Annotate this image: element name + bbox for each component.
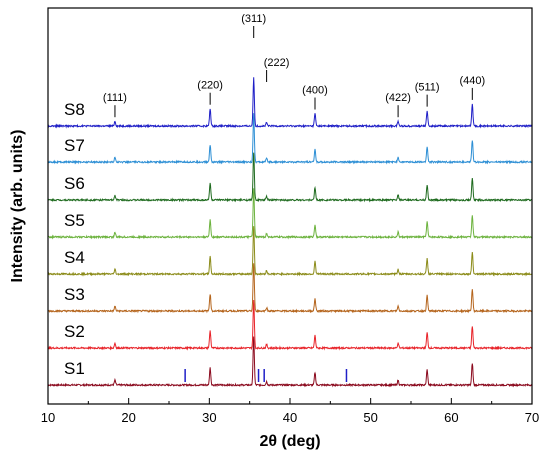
x-tick-label: 20	[121, 410, 135, 425]
peak-label: (440)	[459, 75, 485, 87]
x-tick-label: 60	[444, 410, 458, 425]
series-line-s7	[47, 113, 533, 165]
sample-label-s1: S1	[64, 359, 85, 378]
series-line-s4	[47, 226, 533, 277]
sample-label-s7: S7	[64, 136, 85, 155]
series-line-s6	[47, 152, 533, 203]
x-axis: 10 20 30 40 50 60 70	[41, 398, 539, 425]
x-tick-label: 30	[202, 410, 216, 425]
plot-frame	[47, 7, 533, 405]
x-tick-label: 70	[525, 410, 539, 425]
series-traces	[47, 77, 533, 388]
impurity-markers	[184, 369, 348, 382]
x-tick-label: 10	[41, 410, 55, 425]
x-tick-label: 40	[283, 410, 297, 425]
peak-label: (222)	[264, 57, 290, 69]
series-line-s1	[47, 336, 533, 388]
x-tick-label: 50	[363, 410, 377, 425]
series-line-s8	[47, 77, 533, 129]
sample-labels: S1 S2 S3 S4 S5 S6 S7 S8	[64, 100, 85, 378]
peak-label: (511)	[415, 82, 440, 94]
series-line-s5	[47, 188, 533, 240]
sample-label-s5: S5	[64, 211, 85, 230]
series-line-s2	[47, 299, 533, 351]
peak-label: (311)	[241, 13, 266, 25]
sample-label-s2: S2	[64, 322, 85, 341]
sample-label-s4: S4	[64, 248, 85, 267]
peak-label: (111)	[103, 92, 127, 104]
y-axis-title: Intensity (arb. units)	[9, 130, 26, 283]
sample-label-s8: S8	[64, 100, 85, 119]
peak-label: (422)	[385, 92, 411, 104]
sample-label-s3: S3	[64, 285, 85, 304]
peak-labels: (111) (220) (311) (222) (400) (422) (511) (440)	[103, 13, 485, 118]
sample-label-s6: S6	[64, 174, 85, 193]
peak-label: (220)	[197, 80, 223, 92]
x-axis-title: 2θ (deg)	[259, 433, 320, 450]
peak-label: (400)	[302, 85, 328, 97]
series-line-s3	[47, 263, 533, 314]
